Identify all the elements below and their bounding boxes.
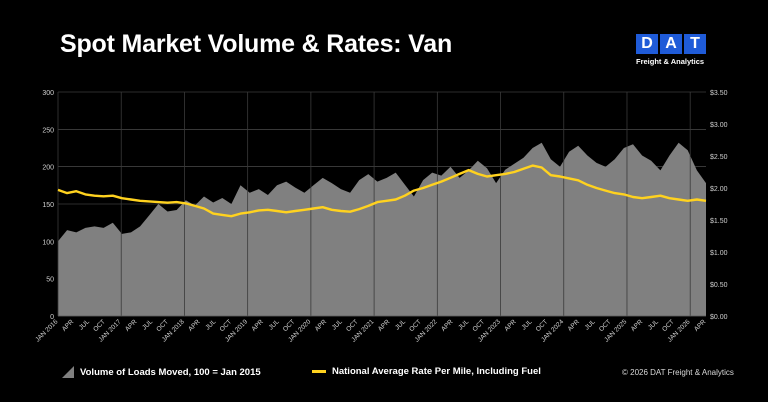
y-left-tick-label: 200	[42, 165, 54, 172]
volume-area	[58, 142, 706, 316]
x-tick-label: APR	[187, 318, 202, 333]
legend-rate: National Average Rate Per Mile, Includin…	[312, 366, 541, 377]
y-right-tick-label: $1.00	[710, 250, 728, 257]
y-right-tick-label: $0.50	[710, 282, 728, 289]
x-tick-label: JUL	[457, 318, 470, 331]
x-tick-label: APR	[567, 318, 582, 333]
y-left-tick-label: 100	[42, 239, 54, 246]
x-tick-label: APR	[61, 318, 76, 333]
rate-line	[57, 164, 707, 218]
logo-letter-t: T	[684, 34, 706, 54]
y-right-tick-label: $2.00	[710, 186, 728, 193]
y-right-tick-label: $2.50	[710, 154, 728, 161]
y-left-tick-label: 300	[42, 90, 54, 97]
x-tick-label: JUL	[520, 318, 533, 331]
x-tick-label: APR	[250, 318, 265, 333]
y-right-tick-label: $0.00	[710, 314, 728, 321]
y-right-tick-label: $3.00	[710, 122, 728, 129]
x-tick-label: JUL	[268, 318, 281, 331]
x-tick-label: APR	[377, 318, 392, 333]
legend-volume-label: Volume of Loads Moved, 100 = Jan 2015	[80, 366, 261, 378]
x-tick-label: JUL	[141, 318, 154, 331]
y-left-tick-label: 250	[42, 127, 54, 134]
logo-letter-d: D	[636, 34, 658, 54]
x-tick-label: APR	[503, 318, 518, 333]
legend-area-swatch-icon	[62, 366, 74, 378]
x-tick-label: JAN 2016	[34, 318, 59, 343]
dat-logo: D A T Freight & Analytics	[636, 34, 706, 66]
y-left-tick-label: 50	[46, 277, 54, 284]
x-tick-label: APR	[693, 318, 708, 333]
copyright-text: © 2026 DAT Freight & Analytics	[622, 368, 734, 377]
x-tick-label: APR	[314, 318, 329, 333]
x-tick-label: JUL	[647, 318, 660, 331]
logo-letter-a: A	[660, 34, 682, 54]
x-tick-label: APR	[124, 318, 139, 333]
x-tick-label: JUL	[204, 318, 217, 331]
x-tick-label: JUL	[584, 318, 597, 331]
page-title: Spot Market Volume & Rates: Van	[60, 30, 453, 58]
x-tick-label: JUL	[331, 318, 344, 331]
x-tick-label: JUL	[78, 318, 91, 331]
y-left-tick-label: 0	[50, 314, 54, 321]
x-tick-label: APR	[440, 318, 455, 333]
logo-letters: D A T	[636, 34, 706, 54]
y-left-tick-label: 150	[42, 202, 54, 209]
x-tick-label: JUL	[394, 318, 407, 331]
y-right-tick-label: $3.50	[710, 90, 728, 97]
y-right-tick-label: $1.50	[710, 218, 728, 225]
logo-subtitle: Freight & Analytics	[636, 57, 705, 66]
x-tick-label: APR	[630, 318, 645, 333]
legend-line-swatch-icon	[312, 370, 326, 373]
legend-rate-label: National Average Rate Per Mile, Includin…	[332, 366, 541, 377]
legend-volume: Volume of Loads Moved, 100 = Jan 2015	[62, 366, 261, 378]
